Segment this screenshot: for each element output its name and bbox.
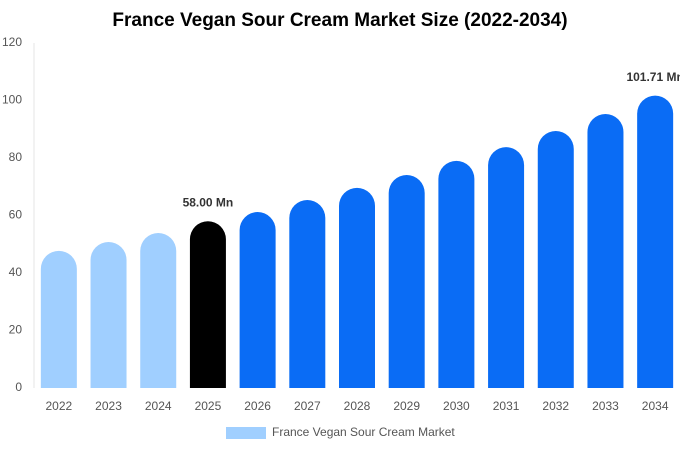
y-tick-label: 120 bbox=[2, 35, 22, 49]
bar bbox=[90, 241, 127, 388]
legend-swatch bbox=[226, 427, 266, 439]
x-tick-label: 2026 bbox=[244, 399, 271, 413]
x-tick-label: 2029 bbox=[393, 399, 420, 413]
bar bbox=[388, 174, 425, 388]
y-tick-label: 80 bbox=[9, 150, 23, 164]
bar bbox=[587, 114, 624, 388]
x-tick-label: 2028 bbox=[344, 399, 371, 413]
y-tick-label: 20 bbox=[9, 323, 23, 337]
value-label: 101.71 Mn bbox=[626, 70, 680, 84]
bar bbox=[438, 160, 475, 388]
x-tick-label: 2024 bbox=[145, 399, 172, 413]
bar bbox=[140, 233, 177, 388]
y-tick-label: 100 bbox=[2, 93, 22, 107]
x-tick-label: 2027 bbox=[294, 399, 321, 413]
x-tick-label: 2034 bbox=[642, 399, 669, 413]
legend-label: France Vegan Sour Cream Market bbox=[272, 425, 455, 439]
y-tick-label: 60 bbox=[9, 208, 23, 222]
bar bbox=[488, 147, 525, 388]
bar bbox=[339, 187, 375, 388]
y-tick-label: 40 bbox=[9, 265, 23, 279]
x-tick-label: 2022 bbox=[45, 399, 72, 413]
bar bbox=[40, 250, 77, 388]
value-label: 58.00 Mn bbox=[183, 195, 234, 209]
x-tick-label: 2025 bbox=[195, 399, 222, 413]
x-tick-label: 2023 bbox=[95, 399, 122, 413]
x-tick-label: 2032 bbox=[542, 399, 569, 413]
x-tick-label: 2030 bbox=[443, 399, 470, 413]
bar bbox=[537, 130, 574, 388]
bar bbox=[637, 95, 674, 389]
bar bbox=[189, 221, 226, 388]
x-tick-label: 2033 bbox=[592, 399, 619, 413]
bar bbox=[239, 212, 276, 388]
bar bbox=[289, 199, 326, 388]
y-tick-label: 0 bbox=[15, 380, 22, 394]
chart-title: France Vegan Sour Cream Market Size (202… bbox=[112, 10, 567, 31]
x-tick-label: 2031 bbox=[493, 399, 520, 413]
